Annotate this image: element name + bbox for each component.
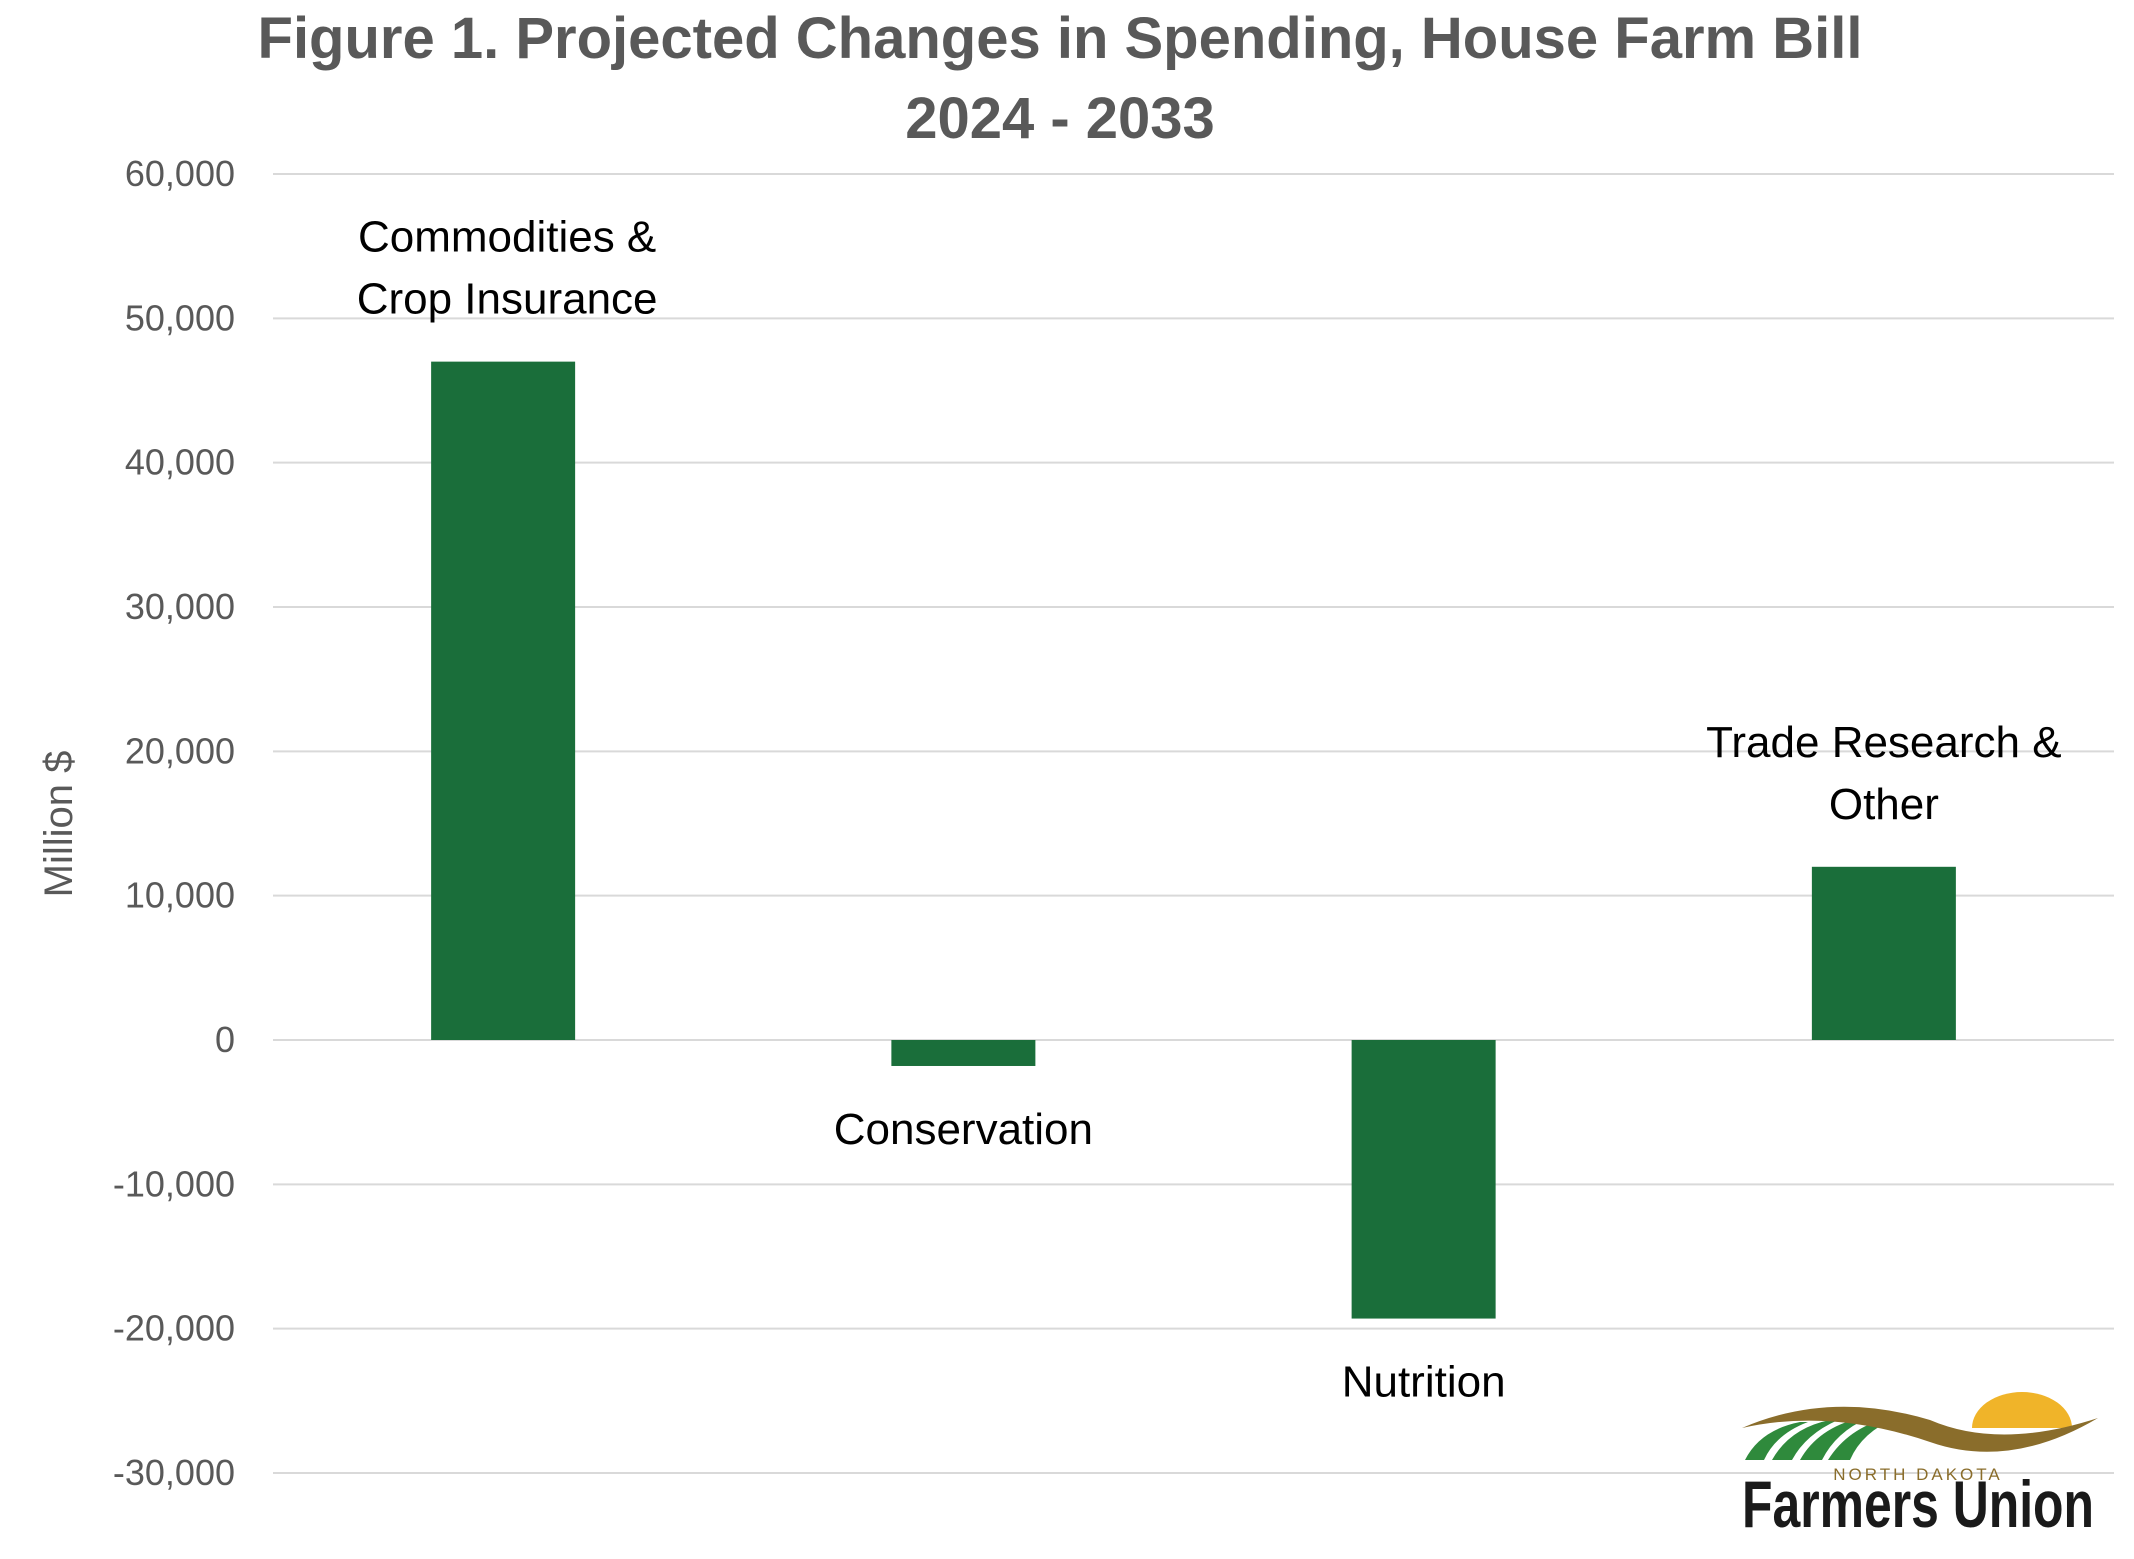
field-stripe-icon [1745, 1422, 1808, 1460]
bar [1351, 1040, 1496, 1319]
field-stripe-icon [1800, 1418, 1868, 1460]
bar [1811, 866, 1956, 1040]
bar [431, 361, 576, 1041]
bar [891, 1040, 1036, 1066]
y-tick-label: 0 [215, 1019, 235, 1060]
chart-title-line-2: 2024 - 2033 [905, 86, 1215, 151]
field-stripe-icon [1828, 1418, 1896, 1460]
logo-small-text: NORTH DAKOTA [1833, 1465, 2003, 1484]
y-tick-label: -30,000 [113, 1452, 235, 1493]
bars [431, 361, 1956, 1319]
y-tick-label: 20,000 [125, 730, 235, 771]
chart-title-line-1: Figure 1. Projected Changes in Spending,… [258, 6, 1863, 71]
y-axis-ticks: 60,000 50,000 40,000 30,000 20,000 10,000 0 -10… [113, 153, 235, 1493]
y-tick-label: -10,000 [113, 1163, 235, 1204]
category-label: Commodities & [358, 213, 656, 262]
category-label: Conservation [834, 1105, 1093, 1154]
y-tick-label: 10,000 [125, 875, 235, 916]
y-axis-label: Million $ [37, 751, 81, 898]
y-tick-label: 60,000 [125, 153, 235, 194]
y-tick-label: -20,000 [113, 1308, 235, 1349]
sun-icon [1972, 1392, 2072, 1428]
y-tick-label: 50,000 [125, 297, 235, 338]
farmers-union-logo: NORTH DAKOTA Farmers Union [1742, 1392, 2098, 1541]
category-labels: Commodities & Crop Insurance Conservation N… [357, 213, 2062, 1407]
field-stripe-icon [1772, 1420, 1838, 1460]
category-label: Crop Insurance [357, 275, 658, 324]
category-label: Trade Research & [1706, 718, 2061, 767]
gridlines [273, 173, 2114, 1474]
y-tick-label: 40,000 [125, 442, 235, 483]
logo-big-text: Farmers Union [1742, 1467, 2094, 1541]
y-tick-label: 30,000 [125, 586, 235, 627]
category-label: Nutrition [1342, 1358, 1506, 1407]
swoosh-icon [1742, 1406, 2098, 1452]
category-label: Other [1829, 780, 1939, 829]
